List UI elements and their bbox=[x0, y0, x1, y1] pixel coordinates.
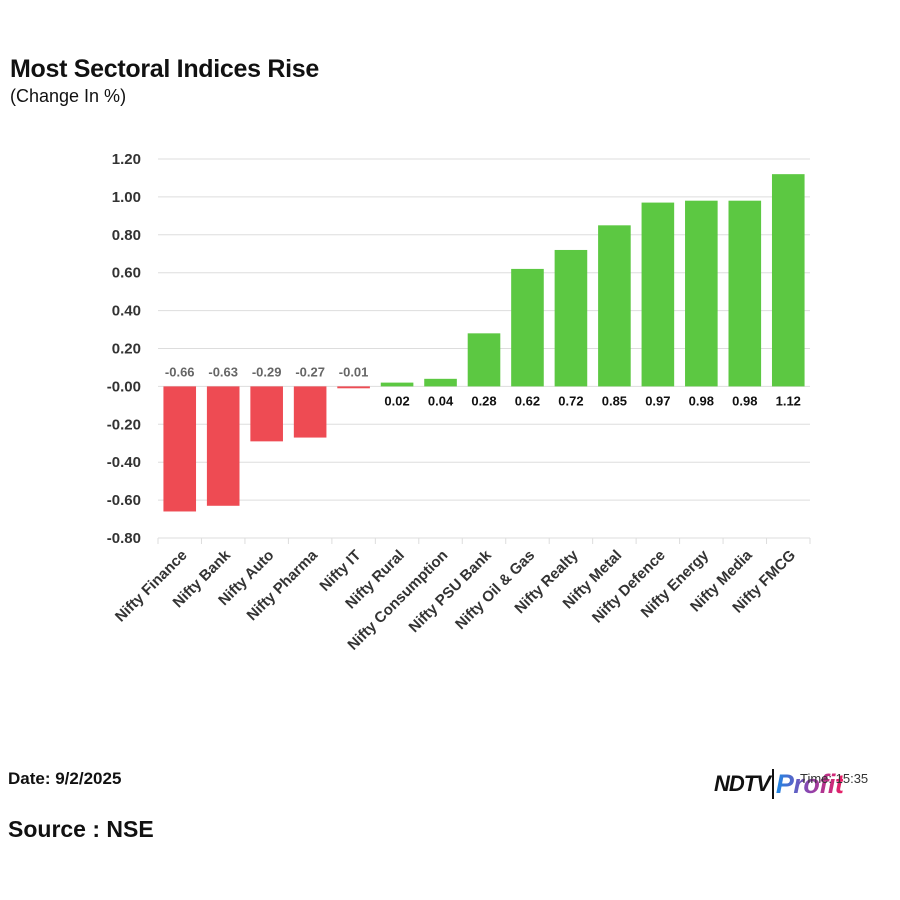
y-tick-label: 1.00 bbox=[112, 189, 141, 206]
bar bbox=[424, 378, 457, 387]
logo-time-text: Time: 15:35 bbox=[800, 771, 869, 786]
data-label: 0.98 bbox=[732, 393, 757, 408]
x-category-label: Nifty Finance bbox=[112, 547, 191, 626]
y-tick-label: 1.20 bbox=[112, 151, 141, 168]
data-label: 0.62 bbox=[515, 393, 540, 408]
y-tick-label: -0.00 bbox=[107, 378, 141, 395]
date-label: Date: 9/2/2025 bbox=[8, 769, 122, 788]
bar bbox=[511, 268, 544, 387]
bar bbox=[598, 225, 631, 387]
logo-profit-text: Profit bbox=[775, 768, 844, 799]
bar bbox=[641, 202, 675, 387]
bar bbox=[728, 200, 762, 387]
chart-title: Most Sectoral Indices Rise bbox=[10, 55, 319, 83]
data-label: 0.02 bbox=[384, 393, 409, 408]
y-tick-label: -0.20 bbox=[107, 416, 141, 433]
y-tick-label: 0.40 bbox=[112, 303, 141, 320]
bar bbox=[380, 382, 414, 387]
data-label: 0.97 bbox=[645, 393, 670, 408]
bar bbox=[293, 386, 327, 438]
bar bbox=[250, 386, 283, 442]
data-label: -0.63 bbox=[208, 364, 238, 379]
bar-chart: 1.20 1.00 0.80 0.60 0.40 0.20 -0.00 -0.20 -0.40 -… bbox=[107, 151, 811, 654]
data-label: 0.98 bbox=[689, 393, 714, 408]
data-label: 0.04 bbox=[428, 393, 454, 408]
bar bbox=[685, 200, 718, 387]
logo-separator bbox=[771, 769, 774, 799]
data-label: 1.12 bbox=[776, 393, 801, 408]
source-label: Source : NSE bbox=[8, 816, 154, 842]
data-label: 0.85 bbox=[602, 393, 627, 408]
chart-subtitle: (Change In %) bbox=[10, 86, 127, 106]
y-tick-label: 0.60 bbox=[112, 265, 141, 282]
data-label: -0.29 bbox=[252, 364, 282, 379]
bar bbox=[163, 386, 197, 512]
bar bbox=[771, 174, 805, 387]
data-label: 0.72 bbox=[558, 393, 583, 408]
y-tick-label: -0.80 bbox=[107, 530, 141, 547]
y-tick-label: -0.60 bbox=[107, 492, 141, 509]
bar bbox=[467, 333, 501, 387]
y-tick-label: 0.20 bbox=[112, 341, 141, 358]
y-tick-label: 0.80 bbox=[112, 227, 141, 244]
data-label: -0.01 bbox=[339, 364, 369, 379]
logo-ndtv-text: NDTV bbox=[714, 771, 771, 796]
data-label: -0.27 bbox=[295, 364, 325, 379]
bar bbox=[206, 386, 240, 506]
bar bbox=[337, 386, 370, 389]
ndtv-profit-logo: NDTV Time: 15:35 Profit bbox=[714, 766, 868, 802]
bar bbox=[554, 249, 588, 387]
data-label: -0.66 bbox=[165, 364, 195, 379]
data-label: 0.28 bbox=[471, 393, 496, 408]
y-tick-label: -0.40 bbox=[107, 454, 141, 471]
